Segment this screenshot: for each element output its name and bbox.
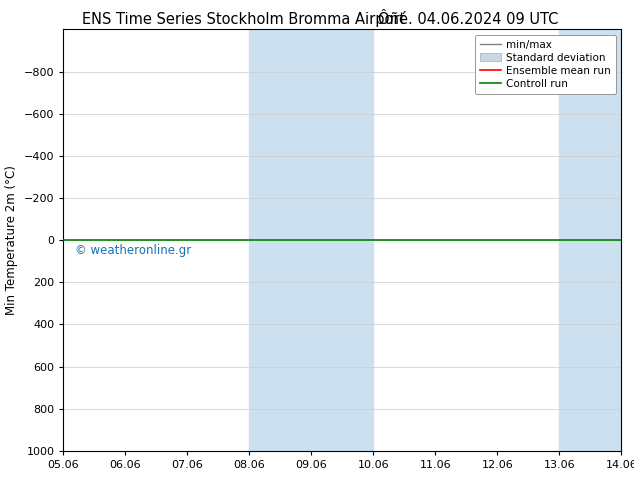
Y-axis label: Min Temperature 2m (°C): Min Temperature 2m (°C)	[5, 165, 18, 315]
Text: © weatheronline.gr: © weatheronline.gr	[75, 245, 191, 257]
Bar	[249, 29, 373, 451]
Text: Ôñé. 04.06.2024 09 UTC: Ôñé. 04.06.2024 09 UTC	[377, 12, 558, 27]
Bar	[559, 29, 634, 451]
Text: ENS Time Series Stockholm Bromma Airport: ENS Time Series Stockholm Bromma Airport	[82, 12, 406, 27]
Legend: min/max, Standard deviation, Ensemble mean run, Controll run: min/max, Standard deviation, Ensemble me…	[475, 35, 616, 95]
